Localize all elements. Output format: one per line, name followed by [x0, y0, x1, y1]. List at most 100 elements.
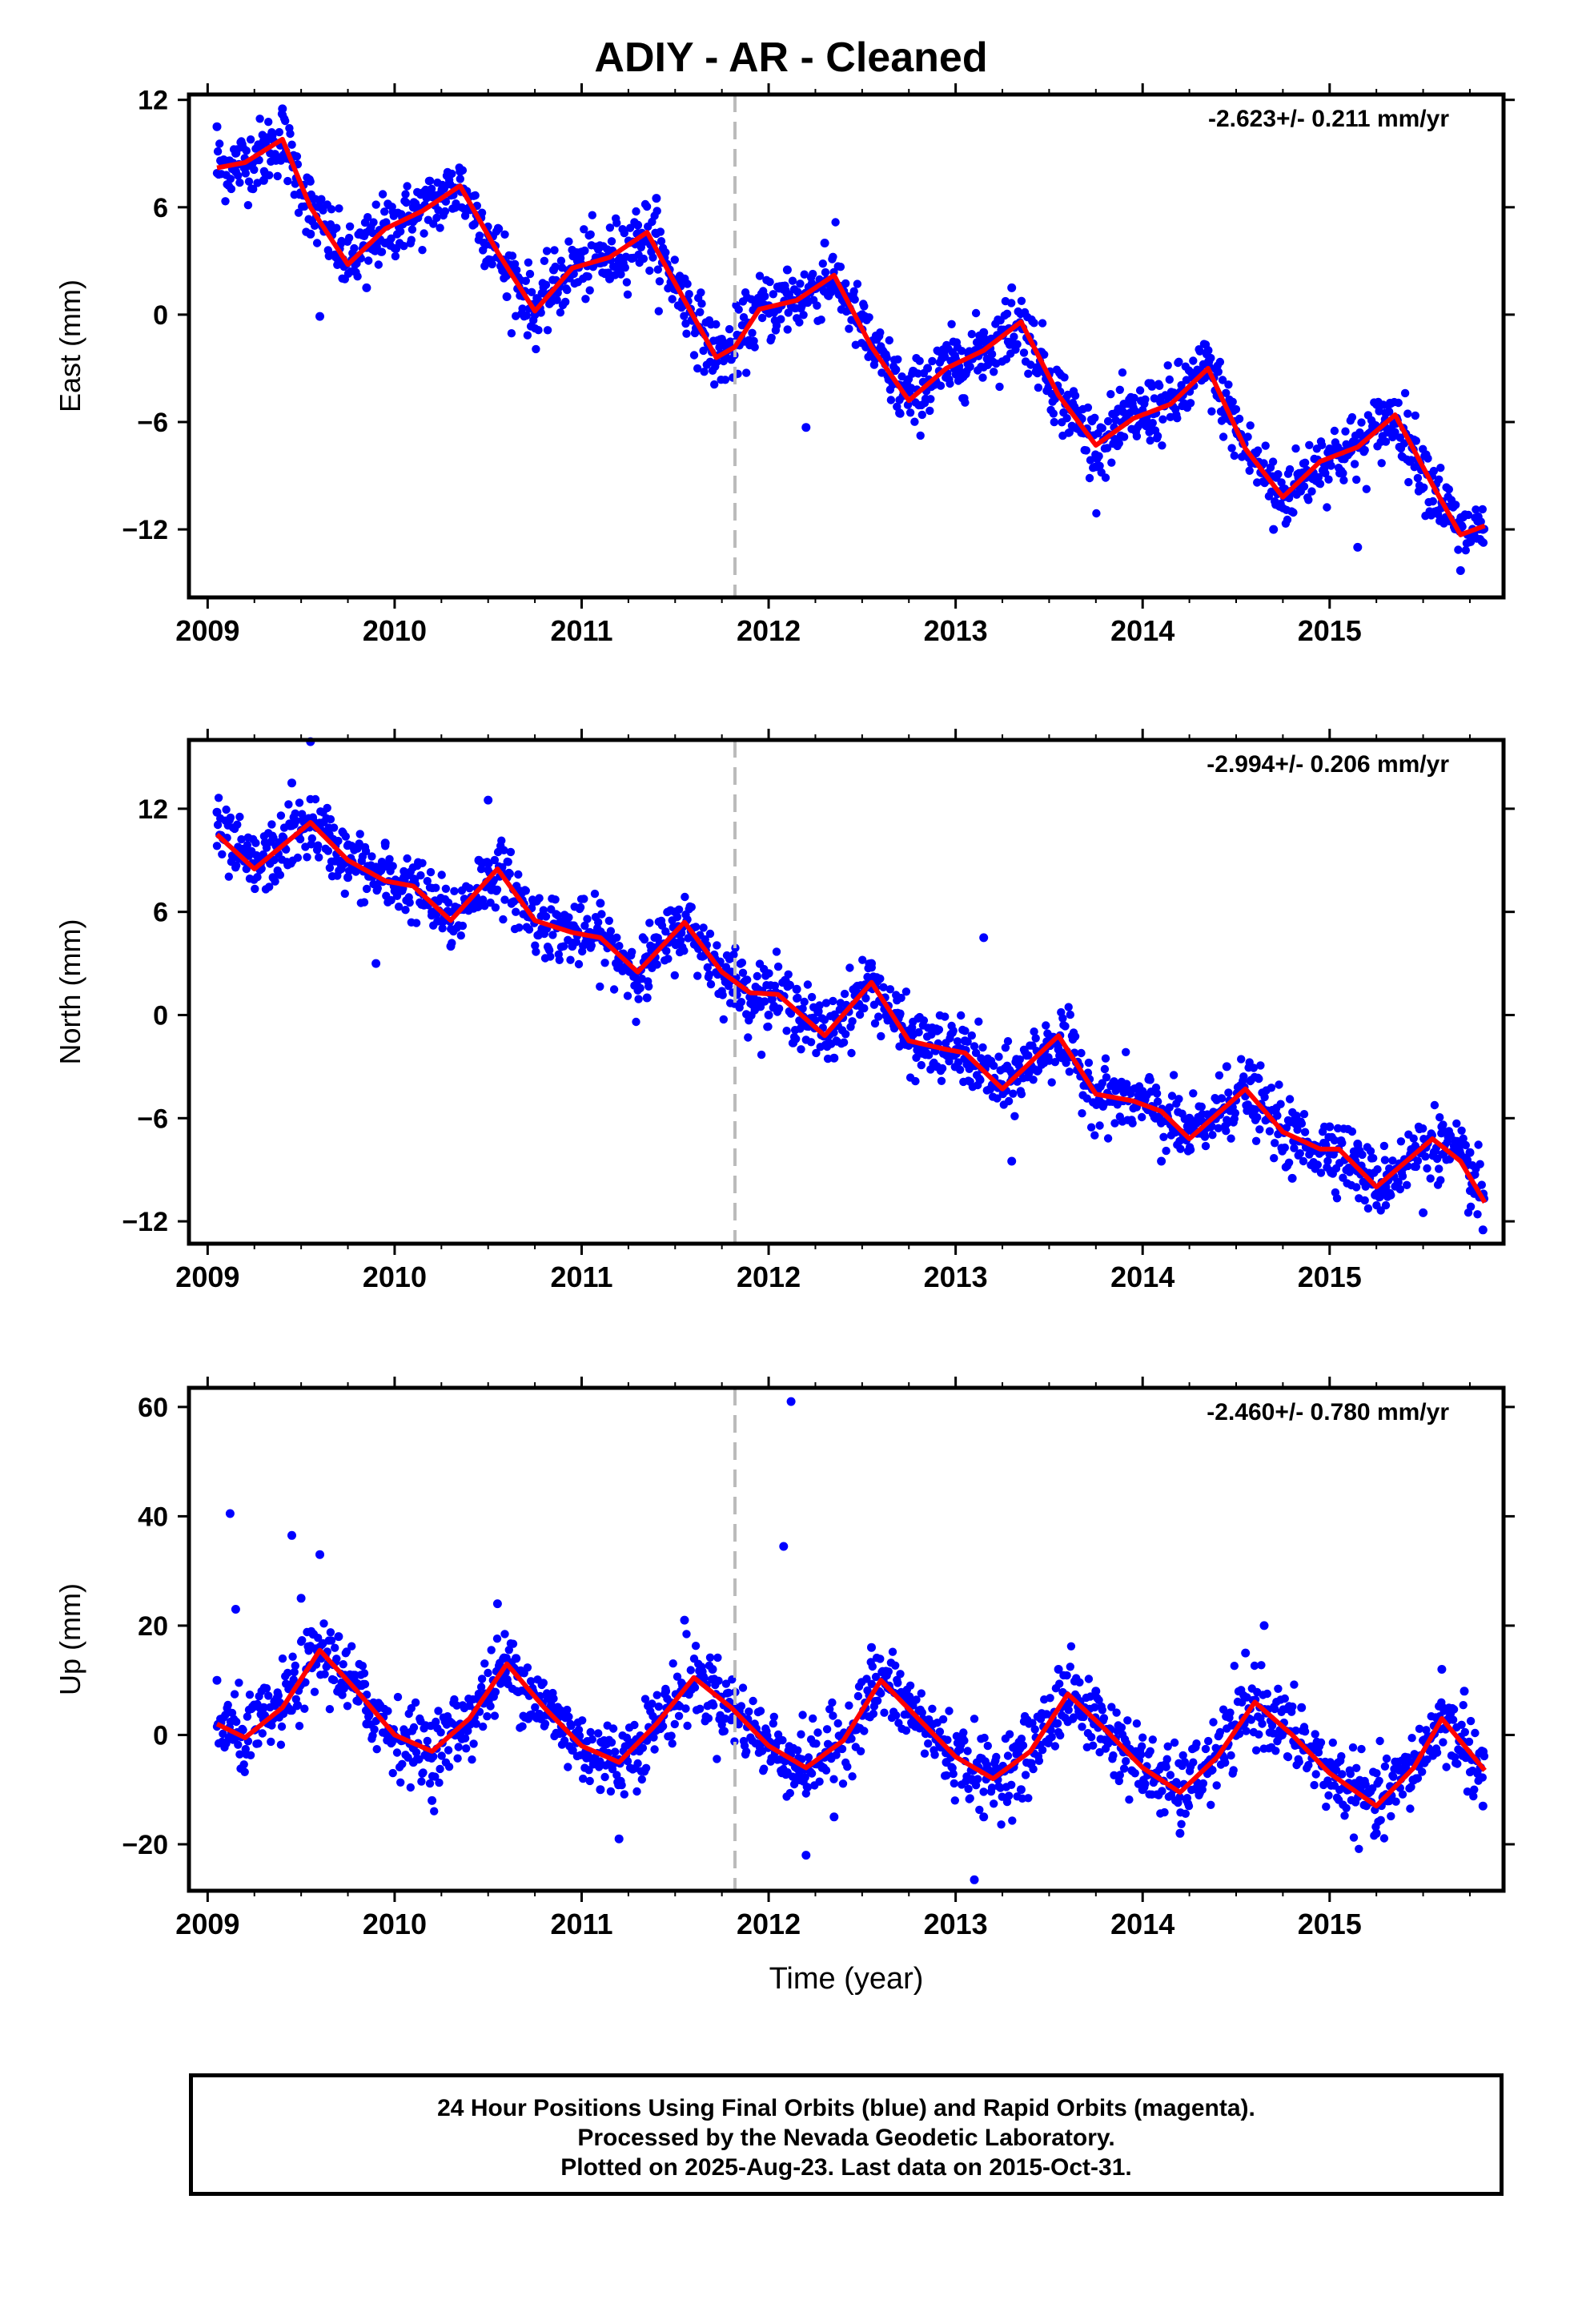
- north-point: [632, 1017, 640, 1027]
- east-point: [1165, 375, 1174, 384]
- north-point: [848, 1017, 857, 1026]
- up-outlier-point: [1054, 1665, 1063, 1674]
- east-point: [788, 276, 797, 285]
- north-point: [1174, 1095, 1183, 1104]
- north-point: [839, 1038, 849, 1047]
- north-point: [1466, 1202, 1476, 1212]
- east-point: [926, 395, 935, 404]
- north-point: [1009, 1089, 1018, 1098]
- up-point: [860, 1727, 869, 1735]
- east-point: [653, 265, 662, 274]
- east-point: [456, 175, 464, 183]
- north-point: [1276, 1100, 1285, 1108]
- north-point: [782, 1027, 791, 1035]
- up-point: [1459, 1701, 1468, 1710]
- up-point: [742, 1747, 751, 1756]
- footer-line-2: Processed by the Nevada Geodetic Laborat…: [577, 2125, 1115, 2151]
- north-point: [623, 991, 632, 1000]
- east-point: [607, 237, 616, 246]
- north-point: [901, 987, 911, 996]
- up-point: [1162, 1755, 1171, 1763]
- east-point: [1195, 347, 1204, 356]
- north-point: [829, 996, 837, 1006]
- up-point: [1084, 1675, 1094, 1683]
- up-point: [1432, 1748, 1442, 1757]
- north-point: [521, 887, 530, 895]
- north-point: [276, 811, 286, 820]
- up-point: [917, 1689, 926, 1698]
- up-point: [1380, 1762, 1390, 1771]
- north-outlier-point: [212, 807, 222, 817]
- north-point: [803, 980, 813, 989]
- up-outlier-point: [225, 1509, 235, 1518]
- up-point: [329, 1675, 339, 1685]
- east-point: [652, 207, 661, 215]
- up-point: [359, 1669, 369, 1678]
- east-point: [1141, 395, 1150, 404]
- up-point: [300, 1704, 309, 1713]
- north-outlier-point: [829, 1053, 839, 1063]
- north-xtick-label: 2009: [175, 1261, 239, 1293]
- up-point: [966, 1794, 974, 1803]
- up-point: [254, 1739, 263, 1748]
- north-ytick-label: 6: [153, 898, 168, 928]
- north-point: [1435, 1164, 1443, 1173]
- east-point: [264, 118, 273, 127]
- up-point: [347, 1642, 356, 1651]
- north-point: [315, 853, 323, 862]
- east-outlier-point: [231, 167, 240, 176]
- east-point: [769, 290, 777, 299]
- east-ytick-label: 12: [138, 86, 168, 116]
- north-point: [426, 867, 436, 877]
- east-point: [1394, 398, 1403, 408]
- east-point: [796, 279, 805, 288]
- east-point: [564, 237, 573, 246]
- east-point: [540, 256, 549, 265]
- east-point: [1454, 545, 1463, 554]
- up-point: [267, 1737, 275, 1747]
- north-point: [499, 915, 508, 924]
- east-xtick-label: 2015: [1298, 614, 1362, 647]
- north-point: [713, 941, 721, 950]
- up-point: [1376, 1815, 1385, 1824]
- east-outlier-point: [1456, 566, 1465, 575]
- up-point: [745, 1707, 753, 1716]
- up-point: [1357, 1744, 1366, 1754]
- up-point: [245, 1691, 255, 1699]
- up-point: [1255, 1730, 1263, 1739]
- north-point: [1077, 1048, 1086, 1058]
- east-point: [1411, 411, 1420, 420]
- north-outlier-point: [371, 959, 381, 968]
- east-point: [353, 272, 362, 281]
- north-point: [706, 979, 716, 989]
- east-point: [1436, 464, 1445, 472]
- east-outlier-point: [680, 274, 689, 283]
- east-point: [1300, 458, 1310, 467]
- east-point: [1010, 332, 1018, 341]
- east-point: [1050, 417, 1059, 427]
- up-point: [686, 1666, 695, 1675]
- up-point: [1290, 1680, 1299, 1689]
- east-outlier-point: [979, 328, 989, 337]
- up-point: [709, 1701, 718, 1710]
- north-outlier-point: [596, 899, 605, 908]
- up-point: [1122, 1757, 1130, 1766]
- north-outlier-point: [1437, 1122, 1447, 1132]
- up-point: [1109, 1751, 1118, 1760]
- north-point: [757, 1050, 766, 1059]
- east-point: [250, 165, 259, 175]
- east-point: [377, 247, 387, 256]
- north-outlier-point: [268, 873, 278, 883]
- east-point: [1400, 388, 1410, 398]
- footer-line-3: Plotted on 2025-Aug-23. Last data on 201…: [560, 2154, 1132, 2181]
- up-point: [1029, 1764, 1038, 1774]
- east-point: [1321, 468, 1330, 478]
- up-point: [938, 1715, 948, 1724]
- up-point: [411, 1698, 420, 1707]
- up-point: [1160, 1807, 1169, 1817]
- up-point: [845, 1701, 853, 1710]
- north-outlier-point: [484, 795, 493, 805]
- east-point: [387, 234, 396, 243]
- north-xtick-label: 2010: [363, 1261, 427, 1293]
- up-point: [606, 1787, 616, 1796]
